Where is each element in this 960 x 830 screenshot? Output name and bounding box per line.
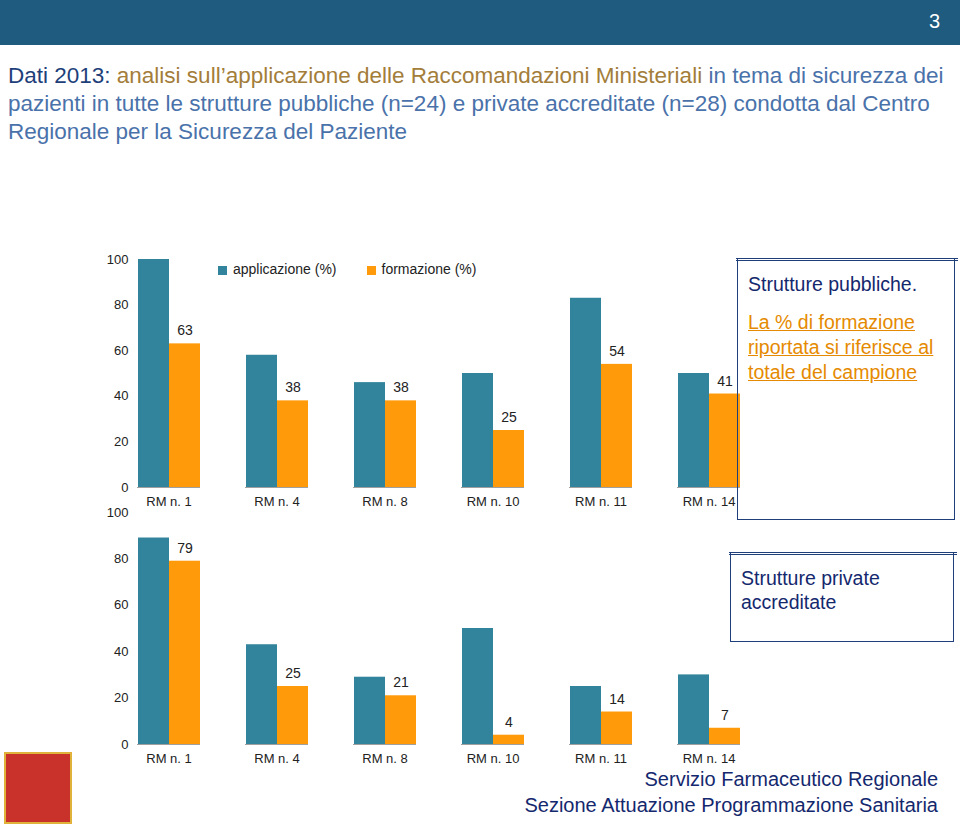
html-text:3: 3 — [928, 10, 940, 32]
html-text:Strutture pubbliche.: Strutture pubbliche. — [748, 273, 918, 295]
svg-text:21: 21 — [393, 674, 409, 690]
svg-text:20: 20 — [114, 434, 128, 449]
svg-text:63: 63 — [177, 322, 193, 338]
svg-text:0: 0 — [121, 737, 128, 752]
html-text:Sezione Attuazione Programmazi: Sezione Attuazione Programmazione Sanita… — [524, 794, 938, 816]
svg-text:25: 25 — [501, 409, 517, 425]
html-text:Dati 2013: analisi sull’applic: Dati 2013: analisi sull’applicazione del… — [8, 63, 944, 144]
svg-text:RM n. 10: RM n. 10 — [467, 751, 520, 766]
svg-text:25: 25 — [285, 665, 301, 681]
svg-text:79: 79 — [177, 540, 193, 556]
html-text:La % di formazione riportata s: La % di formazione riportata si riferisc… — [748, 311, 934, 383]
html-text:Servizio Farmaceutico Regional: Servizio Farmaceutico Regionale — [644, 768, 938, 790]
svg-text:RM n. 11: RM n. 11 — [575, 751, 627, 766]
svg-text:RM n. 4: RM n. 4 — [254, 494, 300, 509]
svg-text:80: 80 — [114, 297, 128, 312]
svg-text:RM n. 1: RM n. 1 — [146, 751, 192, 766]
svg-text:RM n. 8: RM n. 8 — [362, 494, 408, 509]
html-text:formazione (%): formazione (%) — [381, 261, 477, 277]
svg-text:RM n. 11: RM n. 11 — [575, 494, 627, 509]
svg-text:100: 100 — [107, 252, 129, 267]
svg-text:38: 38 — [393, 379, 409, 395]
svg-text:RM n. 14: RM n. 14 — [683, 751, 736, 766]
svg-text:80: 80 — [114, 551, 128, 566]
svg-text:0: 0 — [121, 480, 128, 495]
svg-text:7: 7 — [721, 707, 729, 723]
svg-text:60: 60 — [114, 343, 128, 358]
svg-text:100: 100 — [107, 505, 129, 520]
svg-text:38: 38 — [285, 379, 301, 395]
svg-text:60: 60 — [114, 597, 128, 612]
svg-text:14: 14 — [609, 691, 625, 707]
svg-text:54: 54 — [609, 343, 625, 359]
svg-text:4: 4 — [505, 714, 513, 730]
html-text:Strutture private accreditate: Strutture private accreditate — [741, 567, 880, 613]
svg-text:40: 40 — [114, 644, 128, 659]
svg-text:41: 41 — [717, 373, 733, 389]
svg-text:20: 20 — [114, 690, 128, 705]
svg-text:RM n. 4: RM n. 4 — [254, 751, 300, 766]
svg-text:RM n. 14: RM n. 14 — [683, 494, 736, 509]
svg-text:40: 40 — [114, 388, 128, 403]
svg-text:RM n. 1: RM n. 1 — [146, 494, 192, 509]
svg-text:RM n. 8: RM n. 8 — [362, 751, 408, 766]
svg-text:RM n. 10: RM n. 10 — [467, 494, 520, 509]
html-text:applicazione (%): applicazione (%) — [233, 261, 337, 277]
